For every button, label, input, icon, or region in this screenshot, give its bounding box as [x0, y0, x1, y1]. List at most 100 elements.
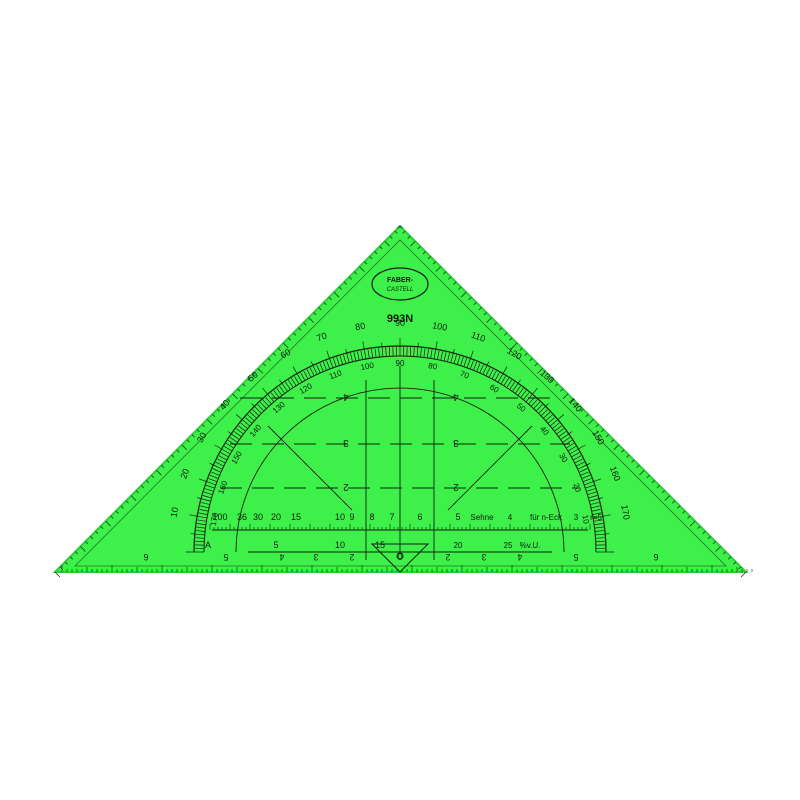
- edge-tick: [570, 398, 574, 402]
- protractor-tick: [343, 354, 347, 364]
- protractor-tick: [578, 468, 588, 473]
- protractor-tick: [262, 387, 275, 403]
- protractor-tick: [517, 388, 524, 396]
- protractor-tick: [463, 358, 468, 367]
- protractor-mid-arc: [203, 355, 597, 553]
- protractor-tick: [533, 401, 541, 409]
- edge-tick: [217, 408, 221, 412]
- edge-tick: [369, 256, 373, 260]
- protractor-tick: [285, 381, 291, 390]
- protractor-tick: [196, 526, 206, 529]
- protractor-tick: [197, 497, 211, 502]
- edge-tick: [560, 388, 564, 392]
- edge-tick: [75, 551, 79, 555]
- edge-tick: [201, 424, 205, 428]
- edge-tick: [166, 459, 170, 463]
- edge-number: 2: [445, 552, 450, 562]
- protractor-outer-label: 50: [246, 370, 260, 384]
- edge-tick: [509, 337, 513, 341]
- protractor-tick: [236, 428, 244, 435]
- edge-tick: [529, 358, 533, 362]
- protractor-tick: [594, 526, 604, 529]
- protractor-tick: [576, 461, 585, 467]
- protractor-outer-label: 100: [431, 320, 448, 332]
- protractor-tick: [426, 348, 429, 358]
- protractor-tick: [381, 342, 384, 357]
- chord-scale-label: 20: [271, 512, 281, 522]
- edge-tick: [646, 475, 650, 479]
- edge-tick: [534, 363, 538, 367]
- chord-scale-label: 3: [574, 513, 579, 522]
- protractor-tick: [420, 348, 422, 358]
- protractor-degree-labels: 10 17020160301504014050130601207011080100…: [169, 318, 632, 527]
- protractor-tick: [479, 364, 484, 374]
- edge-number: 4: [279, 552, 284, 562]
- edge-tick: [110, 515, 114, 519]
- protractor-tick: [503, 377, 509, 386]
- protractor-tick: [595, 537, 605, 539]
- protractor-outer-label: 40: [218, 398, 232, 412]
- protractor-tick: [590, 505, 600, 509]
- protractor-tick: [371, 348, 374, 358]
- protractor-tick: [473, 361, 478, 371]
- edge-tick: [394, 230, 398, 234]
- protractor-tick: [595, 533, 610, 536]
- right-chord-scale: Sehne 4 für n-Eck 3 r=5: [470, 513, 602, 522]
- protractor-tick: [202, 495, 212, 499]
- logo-line1: FABER-: [387, 277, 414, 284]
- protractor-tick: [560, 431, 573, 440]
- protractor-tick: [589, 497, 603, 502]
- edge-tick: [524, 352, 528, 356]
- protractor-tick: [469, 360, 474, 370]
- protractor-tick: [218, 455, 228, 461]
- protractor-inner-label: 90: [396, 359, 405, 368]
- protractor-tick: [443, 352, 447, 362]
- edge-tick: [661, 490, 665, 494]
- protractor-tick: [279, 379, 288, 392]
- protractor-tick: [488, 369, 494, 378]
- triangle-inner-border: [74, 239, 727, 567]
- protractor-tick: [456, 355, 461, 365]
- protractor-tick: [319, 363, 324, 372]
- protractor-tick: [262, 399, 270, 407]
- protractor-tick: [288, 379, 294, 388]
- edge-tick: [257, 368, 264, 374]
- edge-tick: [499, 327, 503, 331]
- chord-scale-label: für n-Eck: [530, 513, 563, 522]
- edge-tick: [600, 429, 604, 433]
- protractor-tick: [316, 364, 321, 374]
- edge-tick: [733, 561, 737, 565]
- protractor-tick: [538, 403, 549, 414]
- bottom-scale-label: 15: [375, 540, 385, 550]
- protractor-tick: [362, 341, 367, 360]
- bottom-scale-label: 10: [335, 540, 345, 550]
- protractor-tick: [270, 392, 277, 400]
- edge-tick: [186, 439, 190, 443]
- protractor-tick: [447, 353, 450, 362]
- protractor-inner-label: 10: [580, 514, 591, 525]
- edge-tick: [399, 225, 403, 229]
- protractor-tick: [485, 367, 491, 376]
- edge-tick: [486, 317, 492, 323]
- logo-line2: CASTELL: [387, 287, 414, 293]
- protractor-tick: [326, 360, 331, 370]
- protractor-tick: [482, 361, 490, 375]
- edge-number: 3: [313, 552, 318, 562]
- protractor-tick: [292, 366, 303, 383]
- protractor-tick: [460, 356, 464, 366]
- protractor-tick: [227, 431, 240, 440]
- grid-number-right: 4: [453, 391, 459, 402]
- edge-number: 2: [349, 552, 354, 562]
- edge-tick: [738, 566, 742, 570]
- edge-tick: [359, 266, 365, 272]
- edge-tick: [468, 296, 472, 300]
- left-chord-scale: 100 36 30 20 15 10 9 8 7 6 5: [209, 512, 591, 530]
- edge-tick: [364, 261, 368, 265]
- protractor-tick: [592, 512, 602, 515]
- bottom-scale-label: 20: [454, 541, 463, 550]
- protractor-tick: [212, 468, 222, 473]
- protractor-tick: [367, 349, 370, 359]
- edge-tick: [333, 291, 340, 298]
- bottom-scale-label: %v.U.: [520, 541, 541, 550]
